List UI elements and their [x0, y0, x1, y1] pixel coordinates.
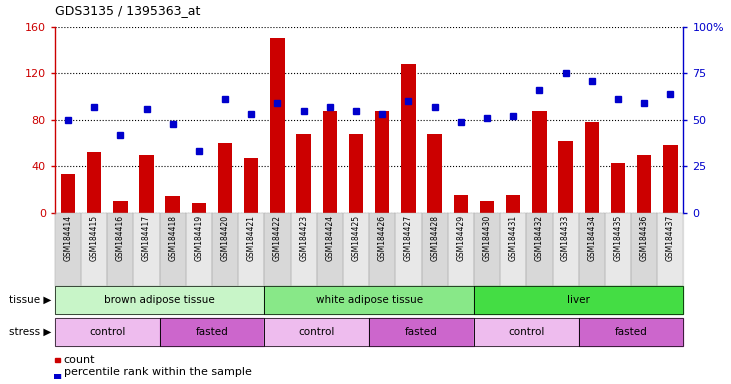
Bar — [454, 195, 468, 213]
Text: GSM184433: GSM184433 — [561, 215, 570, 261]
Bar — [637, 155, 651, 213]
Text: brown adipose tissue: brown adipose tissue — [105, 295, 215, 305]
Text: GSM184416: GSM184416 — [115, 215, 125, 261]
Text: GSM184421: GSM184421 — [247, 215, 256, 261]
Bar — [165, 197, 180, 213]
Bar — [218, 143, 232, 213]
Bar — [192, 204, 206, 213]
Text: GSM184430: GSM184430 — [482, 215, 491, 261]
Text: GSM184420: GSM184420 — [221, 215, 230, 261]
Bar — [61, 174, 75, 213]
Bar — [349, 134, 363, 213]
Text: GDS3135 / 1395363_at: GDS3135 / 1395363_at — [55, 4, 200, 17]
Bar — [611, 163, 625, 213]
Text: fasted: fasted — [405, 327, 438, 337]
Bar — [375, 111, 390, 213]
Text: liver: liver — [567, 295, 590, 305]
Bar — [322, 111, 337, 213]
Text: GSM184423: GSM184423 — [299, 215, 308, 261]
Text: GSM184425: GSM184425 — [352, 215, 360, 261]
Text: GSM184414: GSM184414 — [64, 215, 72, 261]
Text: fasted: fasted — [615, 327, 648, 337]
Text: fasted: fasted — [196, 327, 228, 337]
Bar — [87, 152, 102, 213]
Text: tissue ▶: tissue ▶ — [9, 295, 51, 305]
Text: GSM184431: GSM184431 — [509, 215, 518, 261]
Text: GSM184424: GSM184424 — [325, 215, 334, 261]
Bar — [401, 64, 416, 213]
Bar — [480, 201, 494, 213]
Text: GSM184417: GSM184417 — [142, 215, 151, 261]
Text: GSM184434: GSM184434 — [587, 215, 596, 261]
Text: count: count — [64, 355, 95, 365]
Bar — [270, 38, 284, 213]
Text: GSM184415: GSM184415 — [90, 215, 99, 261]
Text: control: control — [508, 327, 545, 337]
Text: GSM184435: GSM184435 — [613, 215, 623, 261]
Text: control: control — [89, 327, 126, 337]
Bar — [297, 134, 311, 213]
Bar — [663, 146, 678, 213]
Text: control: control — [298, 327, 335, 337]
Text: percentile rank within the sample: percentile rank within the sample — [64, 367, 251, 377]
Text: GSM184437: GSM184437 — [666, 215, 675, 261]
Bar — [244, 158, 259, 213]
Bar — [506, 195, 520, 213]
Bar — [428, 134, 442, 213]
Text: GSM184419: GSM184419 — [194, 215, 203, 261]
Text: GSM184418: GSM184418 — [168, 215, 177, 261]
Text: GSM184422: GSM184422 — [273, 215, 282, 261]
Bar — [113, 201, 127, 213]
Text: GSM184427: GSM184427 — [404, 215, 413, 261]
Text: GSM184429: GSM184429 — [456, 215, 466, 261]
Text: GSM184436: GSM184436 — [640, 215, 648, 261]
Bar — [532, 111, 547, 213]
Bar — [140, 155, 154, 213]
Text: GSM184432: GSM184432 — [535, 215, 544, 261]
Text: GSM184428: GSM184428 — [430, 215, 439, 261]
Text: stress ▶: stress ▶ — [9, 327, 51, 337]
Bar — [558, 141, 573, 213]
Text: GSM184426: GSM184426 — [378, 215, 387, 261]
Bar — [585, 122, 599, 213]
Text: white adipose tissue: white adipose tissue — [316, 295, 423, 305]
